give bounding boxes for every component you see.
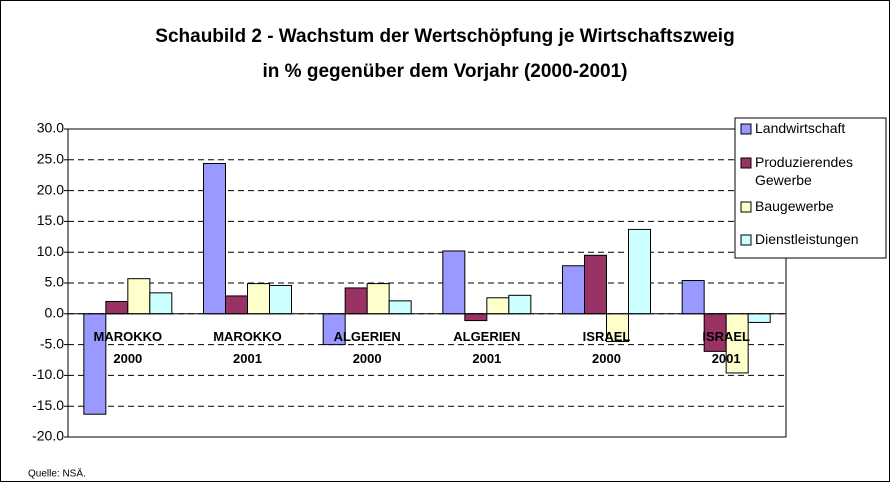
legend-swatch: [740, 234, 752, 246]
y-tick-label: 0.0: [45, 305, 65, 321]
y-tick-label: -15.0: [32, 397, 64, 413]
bar: [344, 287, 368, 315]
y-tick-label: -20.0: [32, 428, 64, 444]
chart-title: Schaubild 2 - Wachstum der Wertschöpfung…: [155, 26, 734, 47]
y-tick-label: 5.0: [45, 274, 65, 290]
bar: [628, 228, 651, 315]
x-tick-label: ISRAEL 2001: [702, 329, 750, 366]
legend: [734, 117, 887, 259]
bar: [681, 280, 705, 315]
bar: [584, 254, 607, 315]
bar: [464, 313, 488, 322]
bar: [127, 278, 151, 315]
bar: [247, 283, 270, 315]
bar: [149, 292, 173, 315]
x-tick-label: ALGERIEN 2000: [334, 329, 401, 366]
source-note: Quelle: NSÄ.: [28, 468, 86, 480]
x-tick-label: MAROKKO 2001: [213, 329, 282, 366]
legend-swatch: [740, 157, 752, 169]
bar: [225, 295, 248, 315]
x-tick-label: MAROKKO 2000: [94, 329, 163, 366]
y-tick-label: 15.0: [37, 212, 64, 228]
bar: [562, 265, 585, 315]
y-tick-label: -5.0: [40, 335, 64, 351]
bar: [747, 313, 771, 323]
bar: [203, 162, 226, 315]
legend-label: Dienstleistungen: [755, 231, 859, 247]
legend-swatch: [740, 123, 752, 135]
bar: [508, 294, 532, 315]
legend-swatch: [740, 201, 752, 213]
legend-label: Produzierendes Gewerbe: [755, 154, 853, 188]
bar: [105, 300, 129, 315]
plot-area: [67, 128, 787, 438]
y-tick-label: -10.0: [32, 366, 64, 382]
x-tick-label: ISRAEL 2000: [583, 329, 631, 366]
bar: [366, 283, 390, 315]
bar: [388, 300, 412, 315]
y-tick-label: 20.0: [37, 181, 64, 197]
y-tick-label: 25.0: [37, 151, 64, 167]
y-tick-label: 10.0: [37, 243, 64, 259]
bar: [269, 284, 292, 315]
x-tick-label: ALGERIEN 2001: [453, 329, 520, 366]
legend-label: Landwirtschaft: [755, 120, 845, 136]
y-tick-label: 30.0: [37, 120, 64, 136]
legend-label: Baugewerbe: [755, 198, 834, 214]
chart-subtitle: in % gegenüber dem Vorjahr (2000-2001): [263, 61, 628, 82]
bar: [486, 297, 510, 315]
bar: [442, 250, 466, 315]
